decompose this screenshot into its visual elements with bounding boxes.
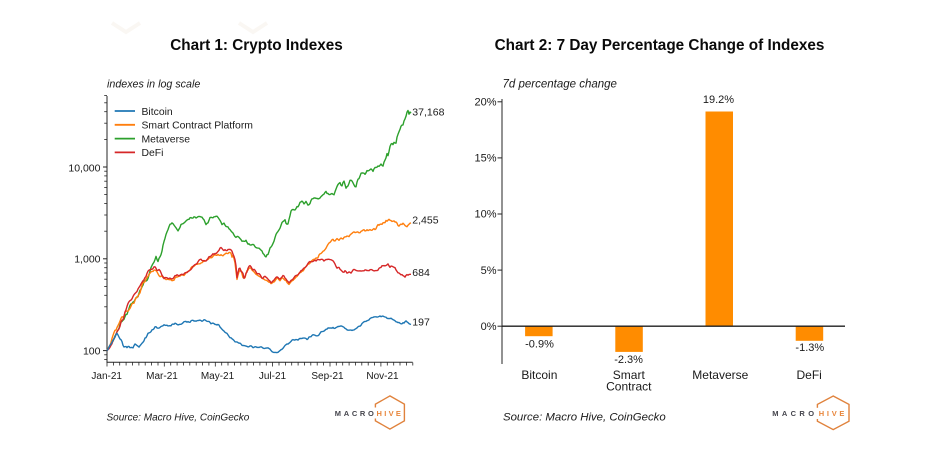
svg-text:HIVE: HIVE (819, 409, 847, 418)
svg-text:37,168: 37,168 (412, 106, 444, 118)
svg-text:Bitcoin: Bitcoin (521, 368, 557, 382)
svg-text:-0.9%: -0.9% (525, 339, 554, 351)
svg-text:Chart 1: Crypto Indexes: Chart 1: Crypto Indexes (170, 37, 343, 54)
svg-text:100: 100 (83, 345, 101, 357)
svg-text:2,455: 2,455 (412, 215, 438, 227)
svg-text:MACRO: MACRO (335, 409, 377, 418)
svg-text:MACRO: MACRO (772, 409, 817, 418)
svg-text:Smart Contract Platform: Smart Contract Platform (142, 121, 253, 132)
svg-text:Bitcoin: Bitcoin (142, 107, 173, 118)
svg-text:-1.3%: -1.3% (795, 342, 824, 354)
svg-text:Sep-21: Sep-21 (311, 371, 344, 382)
svg-text:0%: 0% (481, 321, 497, 333)
svg-text:10%: 10% (474, 209, 496, 221)
svg-text:Mar-21: Mar-21 (146, 371, 178, 382)
svg-text:-2.3%: -2.3% (614, 354, 643, 366)
svg-text:Jul-21: Jul-21 (259, 371, 287, 382)
svg-text:Chart 2: 7 Day Percentage Chan: Chart 2: 7 Day Percentage Change of Inde… (495, 37, 825, 54)
svg-text:HIVE: HIVE (377, 409, 404, 418)
svg-text:197: 197 (412, 317, 430, 329)
svg-text:19.2%: 19.2% (703, 94, 734, 106)
svg-text:Jan-21: Jan-21 (91, 371, 122, 382)
svg-text:Nov-21: Nov-21 (366, 371, 399, 382)
svg-text:20%: 20% (474, 97, 496, 109)
svg-text:indexes in log scale: indexes in log scale (107, 79, 200, 91)
svg-text:Contract: Contract (606, 379, 652, 393)
svg-text:10,000: 10,000 (68, 162, 100, 174)
svg-text:May-21: May-21 (201, 371, 235, 382)
svg-text:Metaverse: Metaverse (692, 368, 748, 382)
svg-text:DeFi: DeFi (797, 368, 822, 382)
svg-text:5%: 5% (481, 265, 497, 277)
svg-text:Source: Macro Hive, CoinGecko: Source: Macro Hive, CoinGecko (107, 413, 250, 424)
svg-text:Metaverse: Metaverse (142, 134, 191, 145)
svg-text:Source: Macro Hive, CoinGecko: Source: Macro Hive, CoinGecko (503, 412, 666, 424)
svg-text:Smart: Smart (613, 368, 646, 382)
svg-text:7d percentage change: 7d percentage change (503, 79, 617, 91)
svg-text:684: 684 (412, 267, 430, 279)
svg-text:DeFi: DeFi (142, 148, 164, 159)
svg-text:15%: 15% (474, 153, 496, 165)
svg-text:1,000: 1,000 (74, 254, 100, 266)
